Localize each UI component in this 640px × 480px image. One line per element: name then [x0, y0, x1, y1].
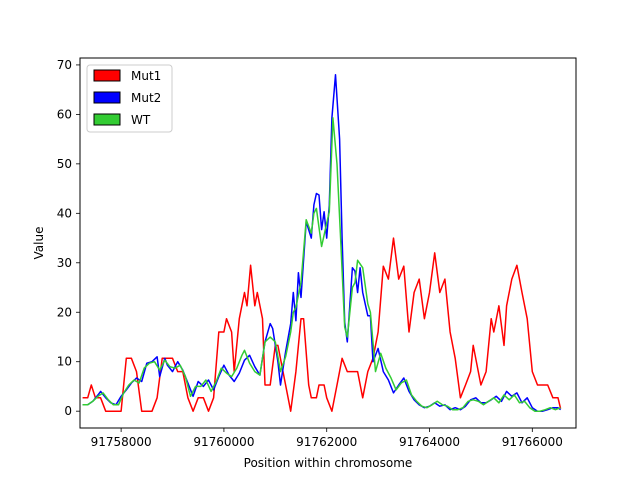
x-tick-label: 91760000 — [193, 435, 254, 449]
x-tick-label: 91758000 — [91, 435, 152, 449]
plot-frame — [79, 57, 577, 429]
x-axis-title: Position within chromosome — [244, 456, 413, 470]
y-tick-label: 40 — [57, 206, 72, 220]
series-layer — [82, 74, 562, 412]
y-tick-label: 30 — [57, 256, 72, 270]
y-tick-label: 60 — [57, 107, 72, 121]
y-axis-title: Value — [32, 227, 46, 260]
y-tick-label: 50 — [57, 157, 72, 171]
legend-label-mut2: Mut2 — [131, 91, 161, 105]
legend-swatch-mut2 — [93, 91, 121, 104]
legend-label-mut1: Mut1 — [131, 69, 161, 83]
x-tick-label: 91762000 — [296, 435, 357, 449]
legend-swatch-mut1 — [93, 69, 121, 82]
y-tick-label: 70 — [57, 58, 72, 72]
x-tick-label: 91766000 — [502, 435, 563, 449]
legend-swatch-wt — [93, 113, 121, 126]
x-axis: 91758000 91760000 91762000 91764000 91766000 — [91, 428, 563, 449]
series-line-mut1 — [82, 237, 562, 412]
y-tick-label: 20 — [57, 305, 72, 319]
y-tick-label: 10 — [57, 355, 72, 369]
y-tick-label: 0 — [64, 404, 72, 418]
legend: Mut1 Mut2 WT — [86, 64, 173, 133]
x-tick-label: 91764000 — [399, 435, 460, 449]
legend-label-wt: WT — [131, 113, 151, 127]
y-axis: 0 10 20 30 40 50 60 70 — [57, 58, 80, 418]
series-line-wt — [82, 117, 561, 412]
